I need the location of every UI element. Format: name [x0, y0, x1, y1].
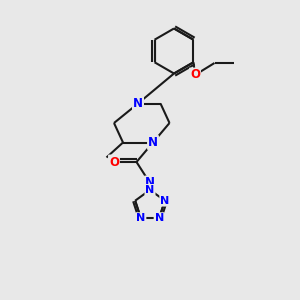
Text: N: N — [136, 213, 146, 223]
Text: N: N — [133, 97, 143, 110]
Text: O: O — [190, 68, 200, 82]
Text: N: N — [148, 136, 158, 149]
Text: N: N — [145, 176, 155, 190]
Text: N: N — [154, 213, 164, 223]
Text: N: N — [146, 185, 154, 195]
Text: N: N — [160, 196, 170, 206]
Text: N: N — [133, 97, 143, 110]
Text: O: O — [109, 155, 119, 169]
